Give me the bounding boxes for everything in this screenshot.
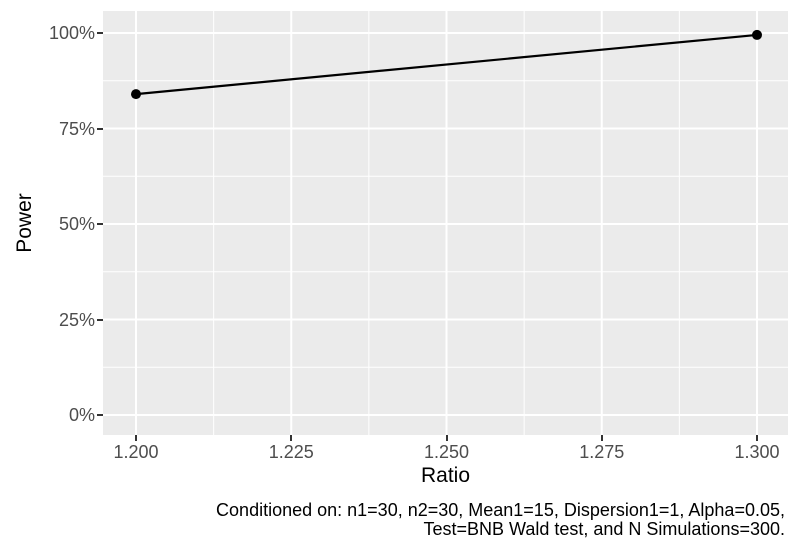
x-tick-mark <box>756 435 758 441</box>
y-tick-label: 50% <box>58 214 95 234</box>
y-tick-mark <box>97 223 103 225</box>
y-tick-mark <box>97 414 103 416</box>
data-point <box>131 89 141 100</box>
x-tick-label: 1.225 <box>268 442 314 462</box>
caption-line-1: Conditioned on: n1=30, n2=30, Mean1=15, … <box>216 500 785 520</box>
caption-line-2: Test=BNB Wald test, and N Simulations=30… <box>423 519 785 539</box>
y-tick-mark <box>97 32 103 34</box>
x-tick-label: 1.250 <box>423 442 470 462</box>
x-axis-title: Ratio <box>420 464 471 487</box>
power-line <box>135 33 758 96</box>
y-tick-mark <box>97 318 103 321</box>
plot-panel <box>103 11 788 435</box>
data-point <box>752 29 762 40</box>
y-tick-label: 25% <box>58 309 95 330</box>
x-tick-mark <box>135 435 137 441</box>
y-tick-mark <box>97 127 103 130</box>
x-tick-label: 1.275 <box>579 442 625 462</box>
plot-caption: Conditioned on: n1=30, n2=30, Mean1=15, … <box>216 501 785 539</box>
x-tick-mark <box>445 435 448 441</box>
y-axis-title: Power <box>13 193 36 253</box>
y-tick-label: 75% <box>58 118 95 139</box>
x-tick-mark <box>290 435 293 441</box>
x-tick-label: 1.200 <box>113 442 159 462</box>
x-tick-label: 1.300 <box>734 442 780 462</box>
plot-canvas <box>103 11 788 435</box>
y-tick-label: 100% <box>48 23 95 43</box>
x-tick-mark <box>600 435 603 441</box>
y-tick-label: 0% <box>68 405 95 425</box>
